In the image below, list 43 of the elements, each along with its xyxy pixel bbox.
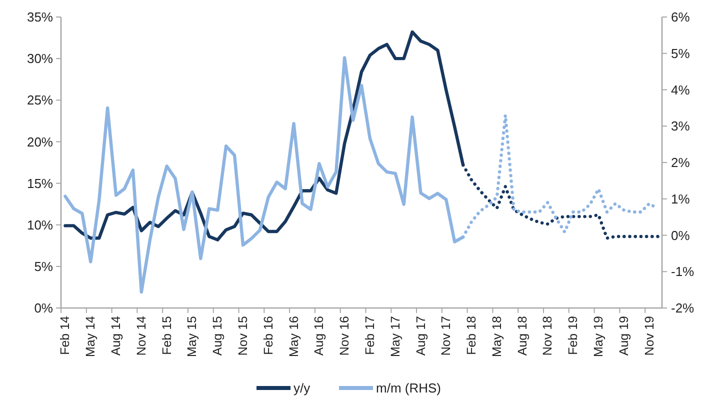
x-tick-label: Feb 15	[160, 316, 174, 355]
y2-tick-label: 3%	[671, 118, 690, 134]
x-tick-label: Nov 14	[134, 316, 148, 356]
y-tick-label: 15%	[26, 176, 54, 191]
y2-tick-label: 6%	[671, 10, 690, 25]
y2-tick-label: 2%	[671, 155, 690, 170]
x-tick-label: Nov 17	[439, 316, 454, 356]
x-tick-label: Nov 15	[236, 316, 250, 356]
legend-label: m/m (RHS)	[376, 380, 441, 396]
x-tick-label: Nov 18	[540, 316, 555, 356]
y-tick-label: 20%	[26, 134, 54, 150]
x-tick-label: Aug 18	[515, 316, 530, 356]
x-tick-label: Nov 16	[338, 316, 352, 356]
y2-tick-label: 1%	[671, 191, 690, 206]
y2-tick-label: 0%	[671, 228, 690, 243]
y-tick-label: 5%	[34, 258, 54, 274]
x-tick-label: Feb 14	[58, 316, 72, 355]
y-tick-label: 30%	[26, 51, 54, 66]
x-tick-label: May 16	[286, 316, 301, 357]
x-tick-label: Aug 17	[414, 316, 428, 356]
x-tick-label: Aug 19	[616, 316, 631, 356]
x-tick-label: Feb 19	[566, 316, 580, 355]
x-tick-label: Aug 14	[109, 316, 124, 356]
x-tick-label: May 18	[490, 316, 504, 357]
legend-label: y/y	[294, 380, 311, 396]
x-tick-label: Nov 19	[642, 316, 656, 356]
x-tick-label: Aug 15	[210, 316, 225, 356]
x-tick-label: May 15	[185, 316, 200, 357]
y-tick-label: 35%	[26, 10, 54, 25]
y2-tick-label: 4%	[671, 82, 690, 98]
x-tick-label: May 17	[388, 316, 402, 357]
x-tick-label: May 14	[84, 316, 98, 357]
y2-tick-label: -2%	[671, 300, 695, 316]
x-tick-label: May 19	[592, 316, 606, 357]
x-tick-label: Feb 17	[362, 316, 377, 355]
y-tick-label: 25%	[26, 92, 54, 108]
y-tick-label: 0%	[34, 300, 54, 316]
x-tick-label: Feb 18	[464, 316, 479, 355]
y2-tick-label: -1%	[671, 264, 695, 280]
y-tick-label: 10%	[26, 217, 54, 232]
y2-tick-label: 5%	[671, 46, 690, 61]
x-tick-label: Aug 16	[312, 316, 326, 356]
x-tick-label: Feb 16	[261, 316, 276, 355]
